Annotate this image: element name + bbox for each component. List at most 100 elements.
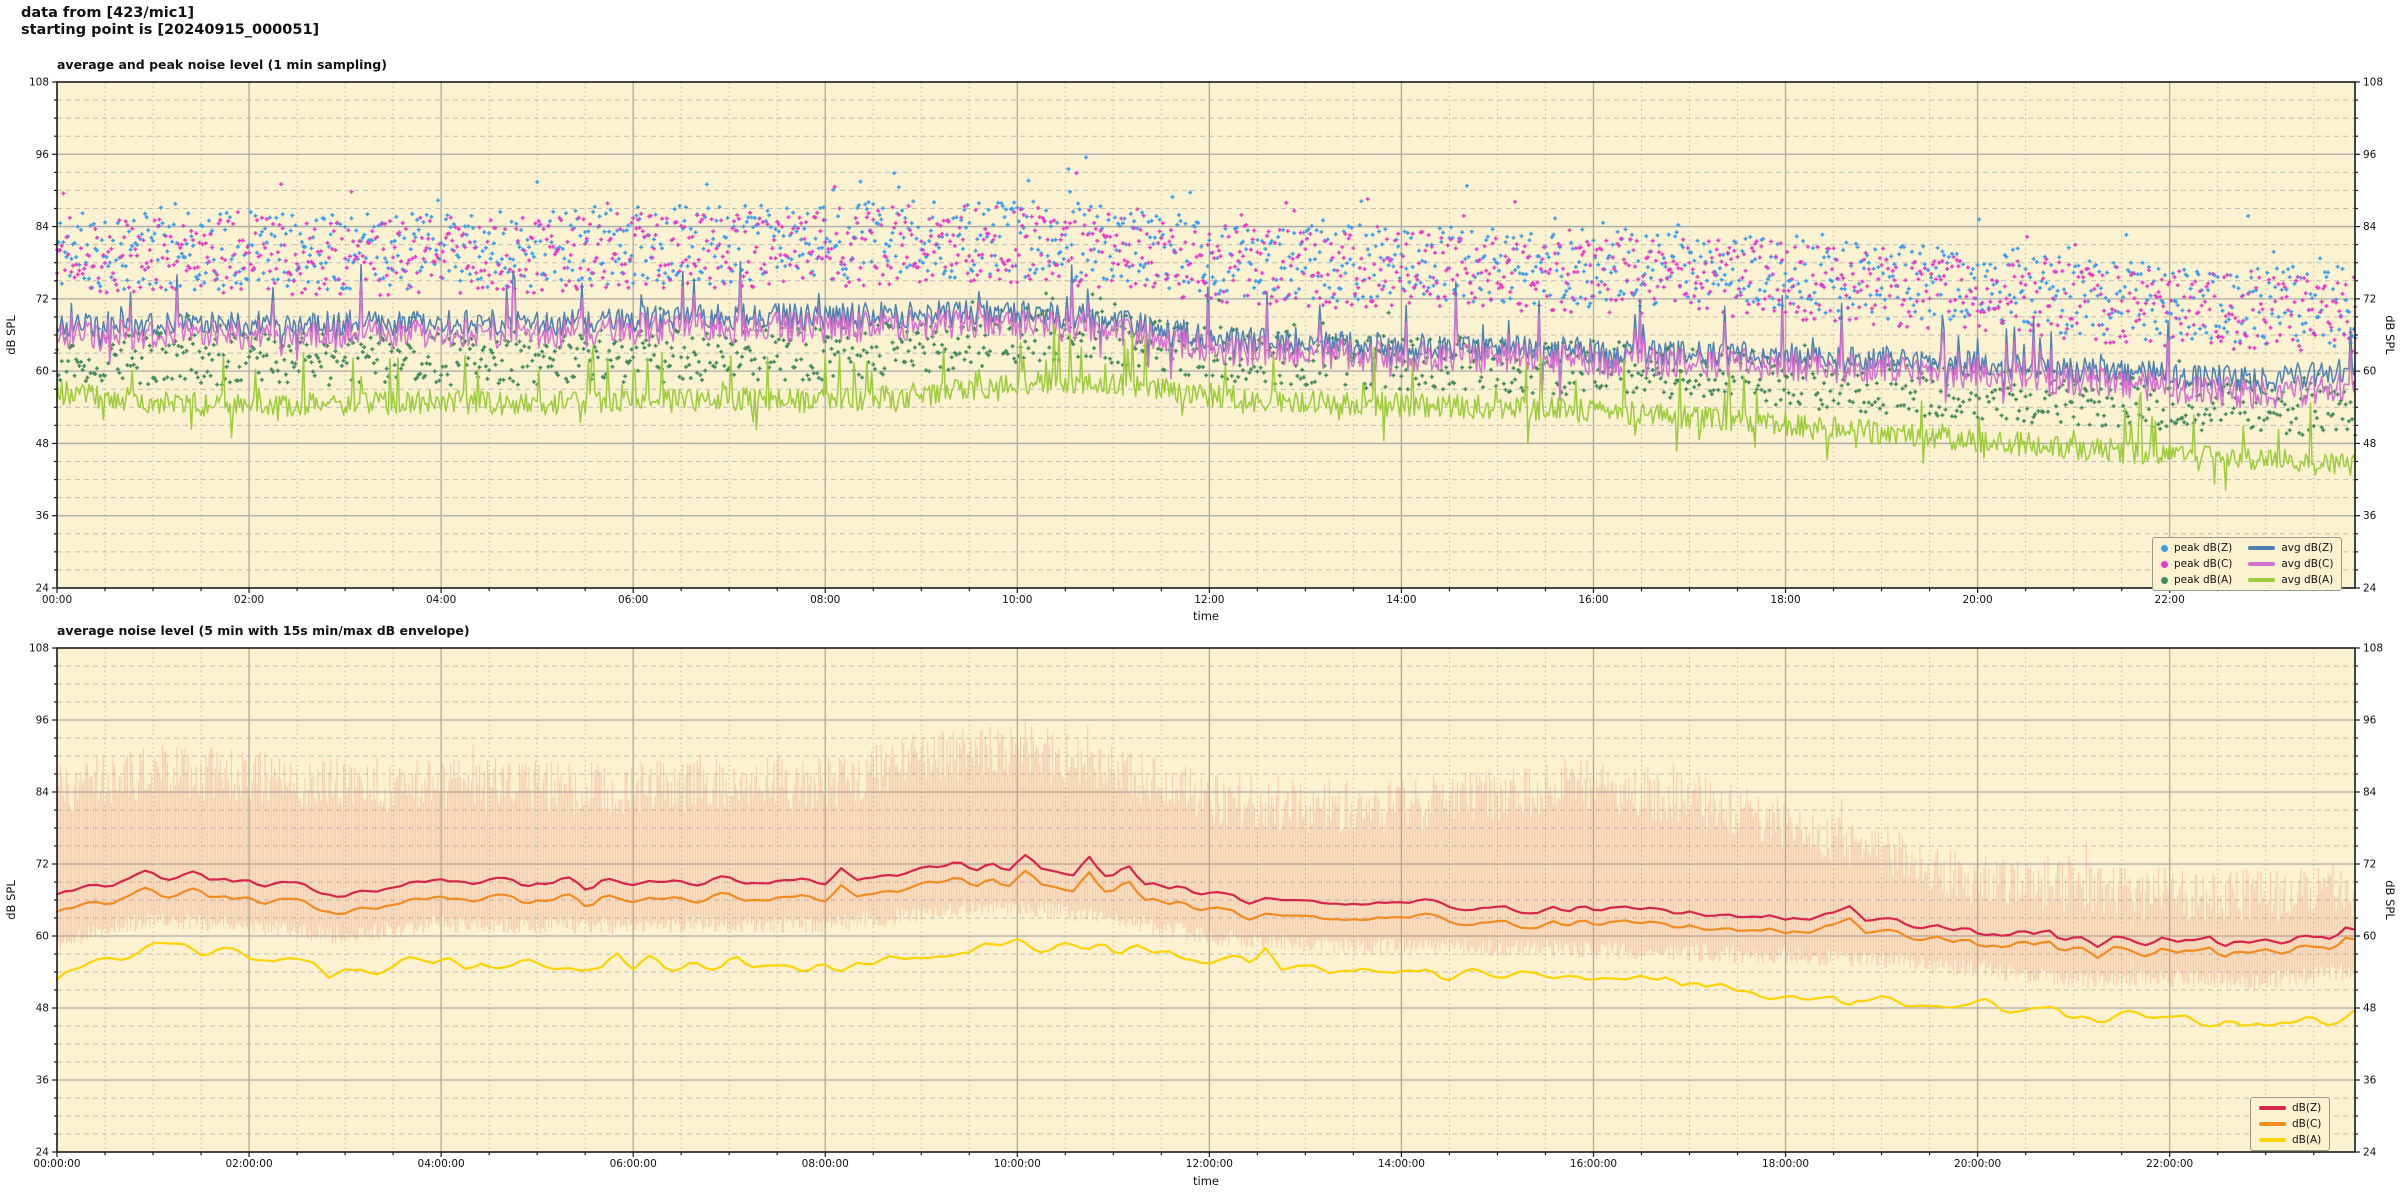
y-tick-label-right: 60 — [2363, 366, 2376, 378]
legend-line-swatch — [2248, 546, 2276, 550]
y-tick-label-right: 72 — [2363, 859, 2376, 871]
legend-label: peak dB(C) — [2174, 558, 2233, 570]
y-tick-label-left: 48 — [36, 1003, 49, 1015]
x-tick-label: 22:00:00 — [2146, 1158, 2193, 1170]
x-tick-label: 14:00 — [1386, 594, 1416, 606]
x-tick-label: 04:00 — [426, 594, 456, 606]
legend-item-peak-db-z: peak dB(Z) — [2161, 541, 2232, 555]
legend-label: peak dB(A) — [2174, 574, 2233, 586]
x-tick-label: 06:00:00 — [610, 1158, 657, 1170]
x-tick-label: 10:00 — [1002, 594, 1032, 606]
series-db-z — [55, 853, 2355, 949]
legend-item-db-a: dB(A) — [2259, 1133, 2321, 1147]
x-tick-label: 08:00 — [810, 594, 840, 606]
legend-item-avg-db-z: avg dB(Z) — [2248, 541, 2333, 555]
chart1-title: average and peak noise level (1 min samp… — [57, 57, 387, 72]
y-tick-label-left: 48 — [36, 438, 49, 450]
grid — [57, 648, 2355, 1152]
legend-line-swatch — [2259, 1122, 2286, 1126]
series-avg-db-c — [56, 276, 2357, 410]
legend-column: dB(Z) dB(C) dB(A) — [2259, 1101, 2321, 1147]
legend-dot-swatch — [2161, 544, 2168, 552]
legend-label: avg dB(A) — [2281, 574, 2334, 586]
y-tick-label-right: 24 — [2363, 1147, 2377, 1159]
y-tick-label-right: 48 — [2363, 1003, 2376, 1015]
legend-item-avg-db-a: avg dB(A) — [2248, 573, 2333, 587]
y-tick-label-left: 84 — [36, 221, 50, 233]
legend-line-swatch — [2259, 1106, 2286, 1110]
legend-label: peak dB(Z) — [2174, 542, 2233, 554]
x-tick-label: 02:00 — [234, 594, 264, 606]
y-tick-label-right: 96 — [2363, 149, 2377, 161]
y-tick-label-right: 84 — [2363, 787, 2377, 799]
legend-column: avg dB(Z) avg dB(C) avg dB(A) — [2248, 541, 2333, 587]
axes: 24 24 36 36 48 48 60 60 72 72 84 84 96 96 108 108 00:00 0… — [4, 77, 2397, 607]
y-tick-label-right: 84 — [2363, 221, 2377, 233]
y-tick-label-right: 72 — [2363, 293, 2376, 305]
legend-label: dB(Z) — [2292, 1102, 2322, 1114]
legend-item-avg-db-c: avg dB(C) — [2248, 557, 2333, 571]
y-tick-label-right: 96 — [2363, 715, 2377, 727]
x-tick-label: 00:00:00 — [33, 1158, 80, 1170]
legend-line-swatch — [2248, 578, 2276, 582]
legend-item-peak-db-c: peak dB(C) — [2161, 557, 2232, 571]
y-tick-label-left: 72 — [36, 293, 49, 305]
legend-line-swatch — [2248, 562, 2276, 566]
legend-dot-swatch — [2161, 576, 2168, 584]
legend-label: avg dB(C) — [2281, 558, 2334, 570]
y-tick-label-right: 60 — [2363, 931, 2376, 943]
header: data from [423/mic1] starting point is [2… — [21, 5, 319, 39]
x-tick-label: 02:00:00 — [225, 1158, 272, 1170]
x-tick-label: 20:00 — [1962, 594, 1992, 606]
header-line2: starting point is [20240915_000051] — [21, 22, 320, 38]
x-tick-label: 14:00:00 — [1378, 1158, 1425, 1170]
legend-item-db-c: dB(C) — [2259, 1117, 2321, 1131]
legend-line-swatch — [2259, 1138, 2286, 1142]
series-db-a — [55, 937, 2355, 1028]
x-tick-label: 16:00:00 — [1570, 1158, 1617, 1170]
chart-1: 24 24 36 36 48 48 60 60 72 72 84 84 96 96 108 108 00:00 0… — [4, 77, 2397, 607]
y-tick-label-right: 24 — [2363, 583, 2377, 595]
y-tick-label-left: 60 — [36, 366, 49, 378]
y-tick-label-right: 108 — [2363, 643, 2383, 655]
y-tick-label-right: 36 — [2363, 1075, 2377, 1087]
y-axis-label-left: dB SPL — [4, 880, 18, 920]
y-tick-label-left: 24 — [36, 1147, 50, 1159]
x-tick-label: 08:00:00 — [802, 1158, 849, 1170]
x-tick-label: 12:00:00 — [1186, 1158, 1233, 1170]
legend-label: dB(C) — [2292, 1118, 2322, 1130]
chart1-xlabel: time — [1193, 609, 1219, 623]
chart1-legend: peak dB(Z) peak dB(C) peak dB(A) avg dB(Z) a… — [2152, 537, 2343, 591]
y-tick-label-left: 36 — [36, 1075, 50, 1087]
x-tick-label: 16:00 — [1578, 594, 1608, 606]
x-tick-label: 12:00 — [1194, 594, 1224, 606]
y-tick-label-left: 24 — [36, 583, 50, 595]
y-tick-label-right: 36 — [2363, 510, 2377, 522]
legend-item-peak-db-a: peak dB(A) — [2161, 573, 2232, 587]
y-tick-label-left: 84 — [36, 787, 50, 799]
chart2-xlabel: time — [1193, 1174, 1219, 1188]
y-tick-label-right: 108 — [2363, 77, 2383, 89]
y-tick-label-left: 72 — [36, 859, 49, 871]
legend-label: dB(A) — [2292, 1134, 2322, 1146]
axes: 24 24 36 36 48 48 60 60 72 72 84 84 96 96 108 108 00:00:… — [4, 643, 2397, 1171]
chart2-title: average noise level (5 min with 15s min/… — [57, 623, 470, 638]
x-tick-label: 18:00 — [1770, 594, 1800, 606]
y-tick-label-right: 48 — [2363, 438, 2376, 450]
y-axis-label-left: dB SPL — [4, 315, 18, 355]
y-axis-label-right: dB SPL — [2383, 880, 2397, 920]
chart2-legend: dB(Z) dB(C) dB(A) — [2250, 1097, 2331, 1151]
legend-column: peak dB(Z) peak dB(C) peak dB(A) — [2161, 541, 2232, 587]
legend-dot-swatch — [2161, 560, 2168, 568]
legend-label: avg dB(Z) — [2281, 542, 2334, 554]
y-axis-label-right: dB SPL — [2383, 315, 2397, 355]
chart-2: 24 24 36 36 48 48 60 60 72 72 84 84 96 96 108 108 00:00:… — [4, 643, 2397, 1171]
series-db-c — [55, 869, 2355, 960]
legend-item-db-z: dB(Z) — [2259, 1101, 2321, 1115]
x-tick-label: 04:00:00 — [418, 1158, 465, 1170]
x-tick-label: 18:00:00 — [1762, 1158, 1809, 1170]
series-avg-db-a — [56, 323, 2357, 492]
y-tick-label-left: 96 — [36, 149, 50, 161]
